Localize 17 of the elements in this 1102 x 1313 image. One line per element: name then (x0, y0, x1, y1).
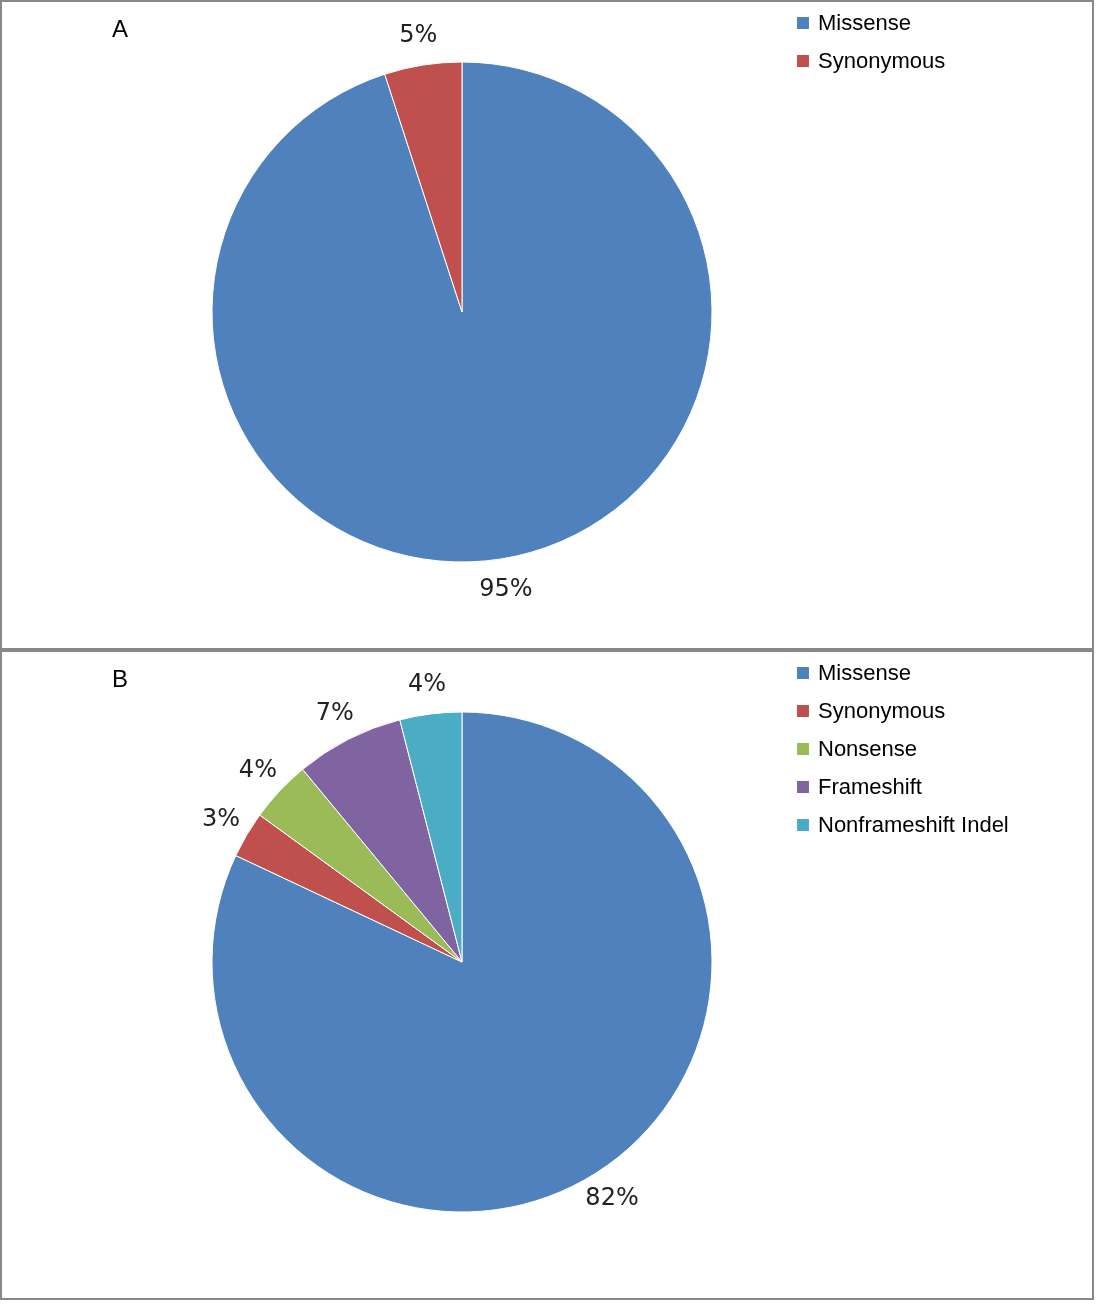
data-label: 4% (238, 755, 277, 784)
pie-slice (211, 61, 713, 563)
legend-label: Missense (818, 10, 911, 35)
data-label: 82% (585, 1183, 639, 1212)
data-label: 4% (407, 669, 446, 698)
legend-label: Synonymous (818, 48, 946, 73)
data-label: 5% (399, 20, 438, 49)
legend-label: Missense (818, 660, 911, 685)
chart-title: B (112, 665, 129, 692)
legend-label: Nonframeshift Indel (818, 812, 1009, 837)
legend-label: Frameshift (818, 774, 922, 799)
legend-label: Nonsense (818, 736, 918, 761)
chart-title: A (112, 15, 129, 42)
data-label: 3% (201, 804, 241, 833)
data-label: 95% (479, 573, 533, 602)
data-label: 7% (315, 697, 354, 726)
legend-label: Synonymous (818, 698, 946, 723)
